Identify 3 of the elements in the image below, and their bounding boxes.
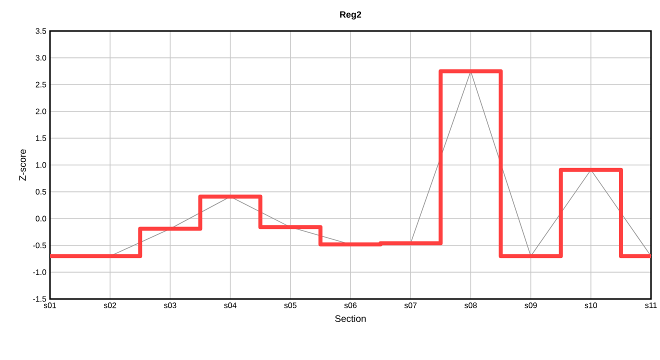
chart-title: Reg2 xyxy=(340,11,362,20)
x-axis-title: Section xyxy=(335,315,366,322)
y-axis-title: Z-score xyxy=(19,149,26,181)
